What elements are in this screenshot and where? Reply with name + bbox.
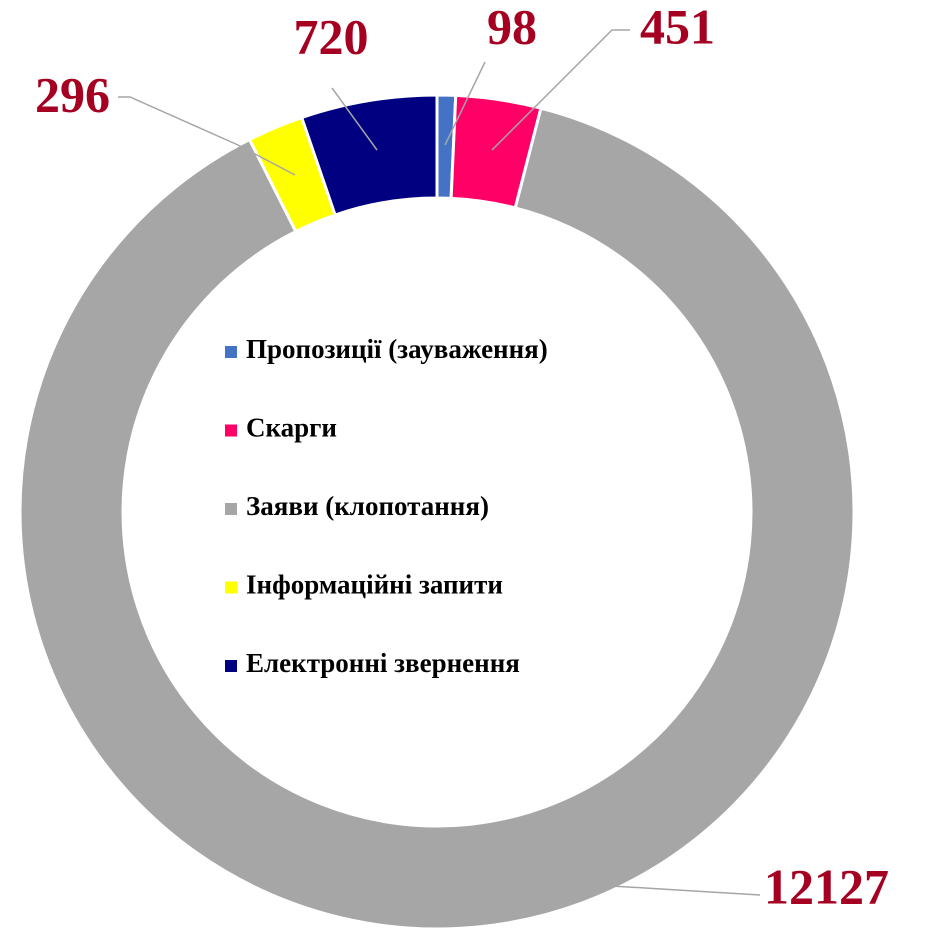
leader-line bbox=[491, 29, 630, 151]
legend-swatch bbox=[225, 424, 237, 437]
value-label: 720 bbox=[294, 8, 369, 64]
legend-label: Заяви (клопотання) bbox=[246, 491, 489, 521]
leader-line bbox=[118, 96, 296, 176]
legend-swatch bbox=[225, 346, 237, 358]
leader-line bbox=[594, 884, 761, 896]
legend-label: Скарги bbox=[246, 413, 337, 443]
legend-swatch bbox=[225, 581, 237, 594]
value-label: 98 bbox=[487, 0, 537, 54]
value-label: 451 bbox=[640, 0, 715, 54]
donut-slice bbox=[299, 93, 439, 217]
donut-slice bbox=[18, 106, 856, 928]
legend-label: Електронні звернення bbox=[246, 648, 520, 678]
legend-swatch bbox=[225, 660, 237, 672]
value-label: 12127 bbox=[764, 858, 889, 914]
leader-line bbox=[444, 61, 486, 146]
legend-label: Інформаційні запити bbox=[246, 570, 503, 600]
leader-line bbox=[331, 87, 378, 151]
legend-swatch bbox=[225, 503, 237, 515]
value-label: 296 bbox=[35, 66, 110, 122]
legend-label: Пропозиції (зауваження) bbox=[246, 334, 548, 364]
